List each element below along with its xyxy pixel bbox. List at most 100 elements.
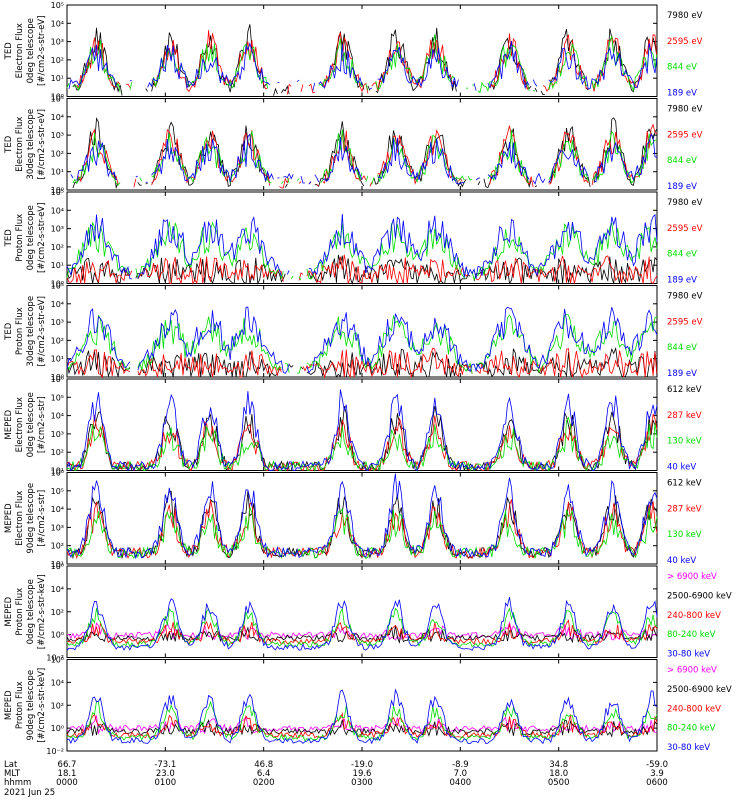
panel-4: 10⁰ 10¹ 10² 10³ 10⁴ 10⁵ TED Proton Flux 30deg te… <box>4 282 703 383</box>
panel-frame <box>66 98 658 191</box>
y-tick-label: 10⁴ <box>51 300 64 309</box>
y-tick-label: 10⁶ <box>51 375 64 384</box>
y-tick-label: 10¹ <box>51 467 64 476</box>
legend-entry: 844 eV <box>667 250 697 260</box>
y-axis-title-line: MEPED <box>4 503 14 533</box>
legend-entry: 189 eV <box>667 276 697 286</box>
y-tick-label: 10² <box>51 56 64 65</box>
y-axis-title-line: Electron Flux <box>15 397 25 452</box>
bottom-axis-value: 66.7 <box>58 760 77 770</box>
y-tick-label: 10⁻² <box>46 654 64 663</box>
bottom-axis-value: 7.0 <box>454 769 468 779</box>
y-tick-label: 10⁵ <box>51 1 64 10</box>
series-trace <box>66 313 658 374</box>
y-tick-label: 10⁰ <box>51 631 64 640</box>
bottom-axis-value: 0600 <box>646 778 668 788</box>
series-trace <box>66 346 658 379</box>
bottom-axis-value: 6.4 <box>257 769 271 779</box>
y-axis-title-line: MEPED <box>4 690 14 720</box>
series-trace <box>66 473 658 560</box>
panel-5: 10¹ 10² 10³ 10⁴ 10⁵ 10⁶ MEPED Electron Flux 0deg… <box>4 375 702 476</box>
series-trace <box>72 129 657 186</box>
y-axis-title-line: [#/cm2-s-str-eV] <box>37 109 47 179</box>
legend-entry: 130 keV <box>667 437 702 447</box>
legend-entry: 40 keV <box>667 463 696 473</box>
y-tick-label: 10⁻² <box>46 747 64 756</box>
y-tick-label: 10⁴ <box>51 678 64 687</box>
y-tick-label: 10¹ <box>51 560 64 569</box>
y-axis-title-line: 90deg telescope <box>26 670 36 741</box>
y-axis-title-line: 0deg telescope <box>26 18 36 83</box>
y-axis-title-line: [#/cm2-s-str-eV] <box>37 296 47 366</box>
panel-3: 10⁰ 10¹ 10² 10³ 10⁴ 10⁵ TED Proton Flux 0deg tel… <box>4 188 703 289</box>
series-trace <box>66 688 658 745</box>
series-trace <box>76 30 658 95</box>
bottom-axis-value: 0200 <box>253 778 275 788</box>
series-trace <box>66 619 658 645</box>
y-tick-label: 10³ <box>51 523 64 532</box>
series-trace <box>66 416 658 473</box>
y-tick-label: 10⁴ <box>51 505 64 514</box>
y-axis-title-line: [#/cm2-s-str] <box>37 490 47 547</box>
series-trace <box>72 24 658 96</box>
legend-entry: 189 eV <box>667 89 697 99</box>
legend-entry: 240-800 keV <box>667 611 721 621</box>
y-axis-title-line: Proton Flux <box>15 681 25 729</box>
legend-entry: > 6900 keV <box>667 572 717 582</box>
y-axis-title-line: TED <box>4 135 14 154</box>
bottom-axis-value: -73.1 <box>154 760 176 770</box>
legend-entry: 189 eV <box>667 182 697 192</box>
bottom-axis-value: -59.0 <box>646 760 668 770</box>
y-tick-label: 10⁶ <box>51 469 64 478</box>
y-tick-label: 10² <box>51 336 64 345</box>
y-axis-title-line: MEPED <box>4 596 14 626</box>
bottom-axis-value: 34.8 <box>549 760 568 770</box>
y-tick-label: 10⁰ <box>51 280 64 289</box>
series-trace <box>66 700 658 742</box>
series-trace <box>66 306 658 374</box>
y-axis-title-line: Electron Flux <box>15 491 25 546</box>
y-tick-label: 10² <box>51 448 64 457</box>
legend-entry: 40 keV <box>667 556 696 566</box>
y-tick-label: 10³ <box>51 131 64 140</box>
series-trace <box>66 213 658 280</box>
bottom-axis-value: 18.0 <box>549 769 568 779</box>
y-axis-title-line: 30deg telescope <box>26 109 36 180</box>
y-axis-title-line: TED <box>4 42 14 61</box>
series-trace <box>68 40 658 91</box>
legend-entry: 844 eV <box>667 156 697 166</box>
legend-entry: 80-240 keV <box>667 724 716 734</box>
y-tick-label: 10³ <box>51 225 64 234</box>
y-tick-label: 10¹ <box>51 261 64 270</box>
y-tick-label: 10⁰ <box>51 373 64 382</box>
legend-entry: 844 eV <box>667 63 697 73</box>
legend-entry: 287 keV <box>667 504 702 514</box>
y-tick-label: 10⁶ <box>51 656 64 665</box>
y-axis-title-line: 0deg telescope <box>26 579 36 644</box>
y-tick-label: 10⁶ <box>51 562 64 571</box>
bottom-row-label: hhmm <box>4 778 31 788</box>
y-tick-label: 10¹ <box>51 74 64 83</box>
bottom-axis-value: 0500 <box>548 778 570 788</box>
y-tick-label: 10⁰ <box>51 186 64 195</box>
y-tick-label: 10¹ <box>51 355 64 364</box>
y-axis-title-line: TED <box>4 322 14 341</box>
y-tick-label: 10² <box>51 243 64 252</box>
legend-entry: 7980 eV <box>667 11 703 21</box>
y-axis-title-line: Electron Flux <box>15 117 25 172</box>
series-trace <box>66 389 658 472</box>
series-trace <box>66 413 658 472</box>
panel-7: 10⁻² 10⁰ 10² 10⁴ 10⁶ MEPED Proton Flux 0deg tel… <box>4 562 732 663</box>
panel-frame <box>66 191 658 284</box>
date-label: 2021 Jun 25 <box>4 788 55 798</box>
bottom-axis-value: 3.9 <box>650 769 664 779</box>
bottom-axis-value: -8.9 <box>452 760 469 770</box>
y-axis-title-line: Proton Flux <box>15 588 25 636</box>
series-trace <box>66 347 658 379</box>
series-trace <box>66 221 658 281</box>
y-tick-label: 10³ <box>51 38 64 47</box>
y-axis-title-line: [#/cm2-s-str-keV] <box>37 668 47 743</box>
bottom-axis-value: 0400 <box>450 778 472 788</box>
series-trace <box>70 133 658 185</box>
series-trace <box>72 117 658 190</box>
